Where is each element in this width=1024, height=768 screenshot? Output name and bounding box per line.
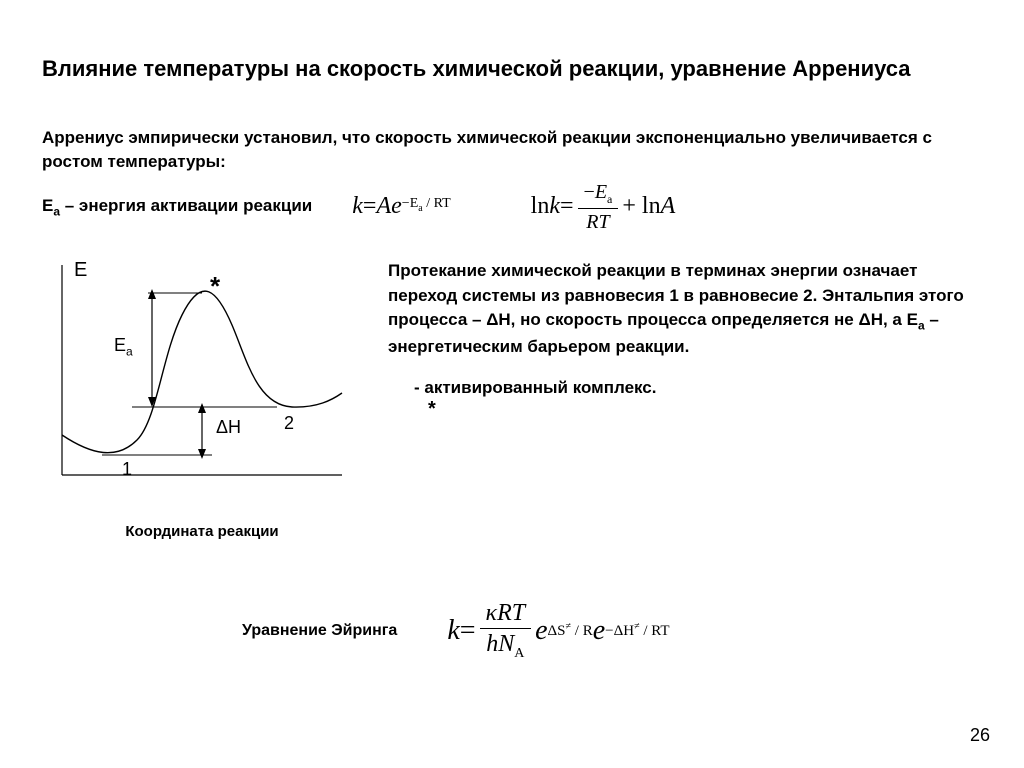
ey-h: h	[486, 631, 498, 657]
ea-symbol-E: E	[42, 196, 53, 215]
page-number: 26	[970, 725, 990, 746]
ey-equals: =	[460, 615, 476, 647]
intro-text: Аррениус эмпирически установил, что скор…	[42, 126, 982, 175]
activated-complex-row: - активированный комплекс.	[388, 378, 982, 398]
ey-k: k	[447, 615, 459, 647]
eq1-exp-RT: / RT	[423, 196, 451, 211]
diagram-dh-label: ΔH	[216, 417, 241, 438]
ey-exp1-R: / R	[571, 623, 593, 639]
eq2-k: k	[549, 193, 560, 220]
equation-row: Ea – энергия активации реакции k = Ae−Ea…	[42, 181, 982, 233]
eyring-equation: k = κRT hNA eΔS≠ / R e−ΔH≠ / RT	[447, 600, 669, 662]
eq1-k: k	[352, 193, 363, 220]
desc-main: Протекание химической реакции в терминах…	[388, 261, 964, 329]
arrhenius-eq-exp: k = Ae−Ea / RT	[352, 193, 450, 220]
page-title: Влияние температуры на скорость химическ…	[42, 55, 982, 84]
diagram-state-2: 2	[284, 413, 294, 434]
eq2-A: A	[661, 193, 676, 220]
ey-exp2-dH: −ΔH	[605, 623, 634, 639]
eq2-RT: RT	[586, 211, 609, 233]
diagram-ea-label: Ea	[114, 335, 133, 359]
energy-diagram-svg	[42, 255, 362, 495]
activated-complex-text: - активированный комплекс.	[414, 378, 656, 398]
eq2-equals: =	[560, 193, 574, 220]
eq1-exp-Ea: −E	[402, 196, 418, 211]
ey-exp2-RT: / RT	[640, 623, 670, 639]
description-text: Протекание химической реакции в терминах…	[388, 259, 982, 360]
diagram-x-caption: Координата реакции	[42, 523, 362, 540]
ey-N-sub: A	[514, 646, 524, 661]
diagram-state-1: 1	[122, 459, 132, 480]
activated-complex-star: *	[428, 398, 982, 421]
ey-RT: RT	[497, 600, 525, 626]
diagram-star: *	[210, 271, 220, 302]
ey-exp1: ΔS≠ / R	[548, 621, 593, 640]
desc-ea-sub: a	[918, 319, 925, 333]
eq2-fraction: −Ea RT	[578, 181, 619, 233]
ey-e2: e	[593, 615, 605, 647]
eq2-E: E	[595, 181, 607, 203]
ey-exp1-dS: ΔS	[548, 623, 566, 639]
eq2-numerator: −Ea	[578, 181, 619, 209]
ey-kappa: κ	[486, 600, 498, 626]
ey-exp2: −ΔH≠ / RT	[605, 621, 669, 640]
ea-definition: Ea – энергия активации реакции	[42, 196, 312, 218]
eq2-denominator: RT	[580, 209, 615, 233]
diagram-y-label: E	[74, 259, 87, 282]
eq1-exponent: −Ea / RT	[402, 196, 451, 214]
eq1-A: A	[376, 193, 391, 220]
ey-numerator: κRT	[480, 600, 532, 629]
eq2-ln: ln	[531, 193, 550, 220]
arrhenius-eq-log: ln k = −Ea RT + ln A	[531, 181, 676, 233]
eq1-e: e	[391, 193, 402, 220]
eq2-E-sub: a	[607, 192, 612, 206]
ea-definition-text: – энергия активации реакции	[60, 196, 312, 215]
eq2-minus: −	[584, 181, 595, 203]
arrhenius-equations: k = Ae−Ea / RT ln k = −Ea RT + ln A	[352, 181, 675, 233]
ey-denominator: hNA	[480, 629, 530, 661]
eq2-plus-ln: + ln	[622, 193, 660, 220]
eq1-equals: =	[363, 193, 377, 220]
ey-N: N	[498, 631, 514, 657]
eyring-label: Уравнение Эйринга	[242, 622, 397, 640]
ey-fraction: κRT hNA	[480, 600, 532, 662]
eyring-row: Уравнение Эйринга k = κRT hNA eΔS≠ / R e…	[242, 600, 982, 662]
energy-diagram: E * Ea ΔH 2 1 Координата реакции	[42, 255, 362, 540]
ey-e1: e	[535, 615, 547, 647]
